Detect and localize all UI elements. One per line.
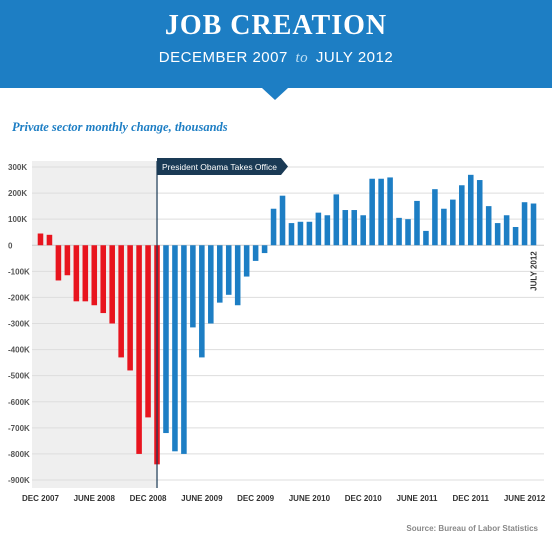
bar-2011-10 xyxy=(450,199,456,246)
pre-obama-shade xyxy=(32,161,158,488)
bar-2011-09 xyxy=(441,208,447,246)
bar-2011-11 xyxy=(459,185,465,246)
x-tick-label: DEC 2008 xyxy=(130,494,167,503)
page-title: JOB CREATION xyxy=(164,10,388,41)
bar-2012-03 xyxy=(494,223,501,246)
x-tick-label: JUNE 2008 xyxy=(74,494,116,503)
bar-2008-03 xyxy=(64,245,71,276)
x-tick-label: DEC 2010 xyxy=(345,494,382,503)
bar-2011-01 xyxy=(369,178,375,246)
subtitle-start: DECEMBER 2007 xyxy=(158,49,288,66)
bar-2009-07 xyxy=(208,245,214,324)
bar-2009-03 xyxy=(172,245,178,452)
annotation-flag xyxy=(157,158,289,175)
header-pointer xyxy=(262,88,288,100)
bar-2012-06 xyxy=(521,202,528,246)
y-tick-label: -100K xyxy=(8,267,30,276)
bar-2010-08 xyxy=(324,215,331,246)
y-tick-label: -800K xyxy=(8,450,30,459)
y-tick-label: 200K xyxy=(8,189,27,198)
bar-2010-12 xyxy=(360,215,366,246)
bar-2010-02 xyxy=(270,208,277,246)
subtitle-to: to xyxy=(295,50,309,66)
chart-title: Private sector monthly change, thousands xyxy=(12,120,228,134)
bar-2012-04 xyxy=(503,215,510,246)
y-tick-label: 300K xyxy=(8,163,27,172)
bar-2010-09 xyxy=(333,194,340,246)
bar-2009-05 xyxy=(190,245,196,328)
y-tick-label: -700K xyxy=(8,424,30,433)
y-tick-label: 0 xyxy=(8,241,13,250)
y-tick-label: -900K xyxy=(8,476,30,485)
bar-2011-04 xyxy=(396,217,402,246)
bar-2011-02 xyxy=(378,178,384,246)
bar-2011-12 xyxy=(467,174,474,246)
bar-2010-06 xyxy=(306,221,313,246)
bar-2009-08 xyxy=(216,245,223,303)
x-tick-label: DEC 2011 xyxy=(453,494,490,503)
bar-2009-10 xyxy=(234,245,241,306)
x-tick-label: JUNE 2011 xyxy=(397,494,438,503)
bar-2012-07 xyxy=(530,203,537,246)
bar-2009-09 xyxy=(225,245,232,295)
bar-2010-04 xyxy=(288,223,295,246)
y-tick-label: -600K xyxy=(8,398,30,407)
bar-2009-11 xyxy=(243,245,250,277)
bar-2011-08 xyxy=(432,189,438,246)
y-tick-label: -400K xyxy=(8,346,30,355)
bar-2012-05 xyxy=(512,226,519,246)
y-tick-label: -200K xyxy=(8,293,30,302)
bar-2009-04 xyxy=(181,245,187,454)
bar-2009-02 xyxy=(163,245,169,434)
bar-2010-07 xyxy=(315,212,322,246)
bar-2008-09 xyxy=(118,245,124,358)
bar-2008-07 xyxy=(100,245,107,314)
x-tick-label: JUNE 2012 xyxy=(504,494,546,503)
bar-2012-01 xyxy=(476,180,483,246)
bar-2011-07 xyxy=(423,230,429,246)
x-tick-label: JUNE 2009 xyxy=(181,494,223,503)
bar-2010-05 xyxy=(297,221,304,246)
bar-2008-10 xyxy=(127,245,133,371)
page-subtitle: DECEMBER 2007 to JULY 2012 xyxy=(0,49,552,67)
source-note: Source: Bureau of Labor Statistics xyxy=(406,524,538,533)
end-label: JULY 2012 xyxy=(530,251,539,291)
bar-2010-03 xyxy=(279,195,286,246)
bar-2008-02 xyxy=(55,245,62,281)
bar-2011-05 xyxy=(405,219,411,246)
y-tick-label: 100K xyxy=(8,215,27,224)
header-banner: JOB CREATION DECEMBER 2007 to JULY 2012 xyxy=(0,0,552,88)
bar-2011-03 xyxy=(387,177,393,246)
y-tick-label: -300K xyxy=(8,320,30,329)
bar-2009-06 xyxy=(199,245,205,358)
bar-2008-01 xyxy=(46,234,53,246)
x-tick-label: JUNE 2010 xyxy=(289,494,331,503)
annotation-label: President Obama Takes Office xyxy=(162,162,277,172)
bar-2008-08 xyxy=(109,245,115,324)
x-tick-label: DEC 2007 xyxy=(22,494,59,503)
bar-2008-04 xyxy=(73,245,80,302)
bar-2008-12 xyxy=(145,245,151,418)
bar-2012-02 xyxy=(485,206,492,246)
bar-2008-05 xyxy=(82,245,89,302)
bar-2010-10 xyxy=(342,210,349,246)
bar-2009-12 xyxy=(252,245,259,261)
y-tick-label: -500K xyxy=(8,372,30,381)
bar-2010-01 xyxy=(261,245,268,254)
bar-2011-06 xyxy=(414,200,420,246)
bar-2007-12 xyxy=(37,233,44,246)
x-tick-label: DEC 2009 xyxy=(237,494,274,503)
subtitle-end: JULY 2012 xyxy=(315,49,394,66)
bar-2008-06 xyxy=(91,245,98,306)
bar-2008-11 xyxy=(136,245,142,454)
bar-2010-11 xyxy=(351,210,358,246)
